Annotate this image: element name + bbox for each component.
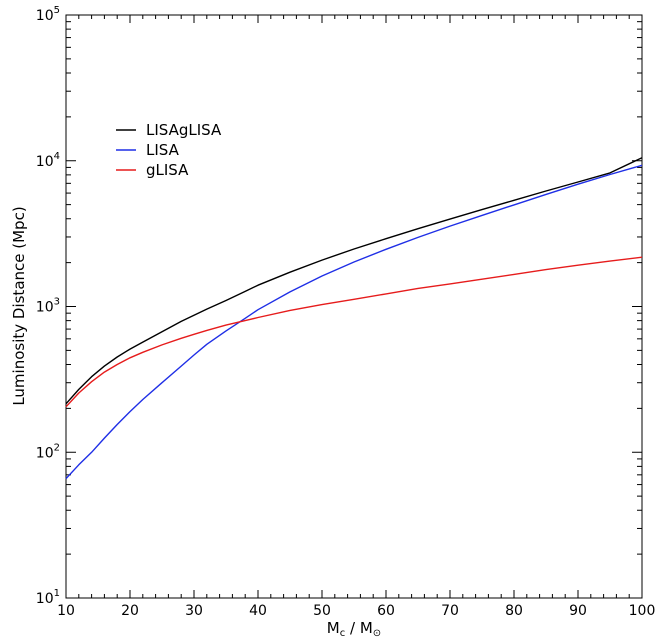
x-axis-label: Mc / M⊙ (327, 619, 381, 638)
y-tick-label: 105 (36, 5, 60, 24)
legend-label: LISAgLISA (146, 121, 222, 139)
x-tick-label: 10 (57, 603, 75, 619)
plot-frame (65, 14, 643, 599)
series-line-lisa (65, 164, 643, 480)
series-line-glisa (65, 256, 643, 408)
x-tick-label: 90 (569, 603, 587, 619)
x-tick-label: 80 (505, 603, 523, 619)
y-tick-label: 101 (36, 588, 60, 607)
legend-label: LISA (146, 141, 180, 159)
x-tick-label: 50 (313, 603, 331, 619)
x-tick-label: 60 (377, 603, 395, 619)
x-axis-ticks: 10 20 30 40 50 60 70 80 90 100 (57, 15, 655, 619)
y-tick-label: 104 (36, 151, 60, 170)
y-axis-ticks: 101 102 103 104 105 (36, 5, 642, 607)
x-tick-label: 20 (121, 603, 139, 619)
x-tick-label: 70 (441, 603, 459, 619)
x-tick-label: 30 (185, 603, 203, 619)
y-tick-label: 102 (36, 442, 60, 461)
series-lines (65, 157, 643, 480)
series-line-lisaglisa (65, 157, 643, 405)
y-tick-label: 103 (36, 297, 60, 316)
x-tick-label: 40 (249, 603, 267, 619)
y-axis-label: Luminosity Distance (Mpc) (10, 206, 28, 405)
legend-label: gLISA (146, 161, 189, 179)
x-tick-label: 100 (629, 603, 656, 619)
